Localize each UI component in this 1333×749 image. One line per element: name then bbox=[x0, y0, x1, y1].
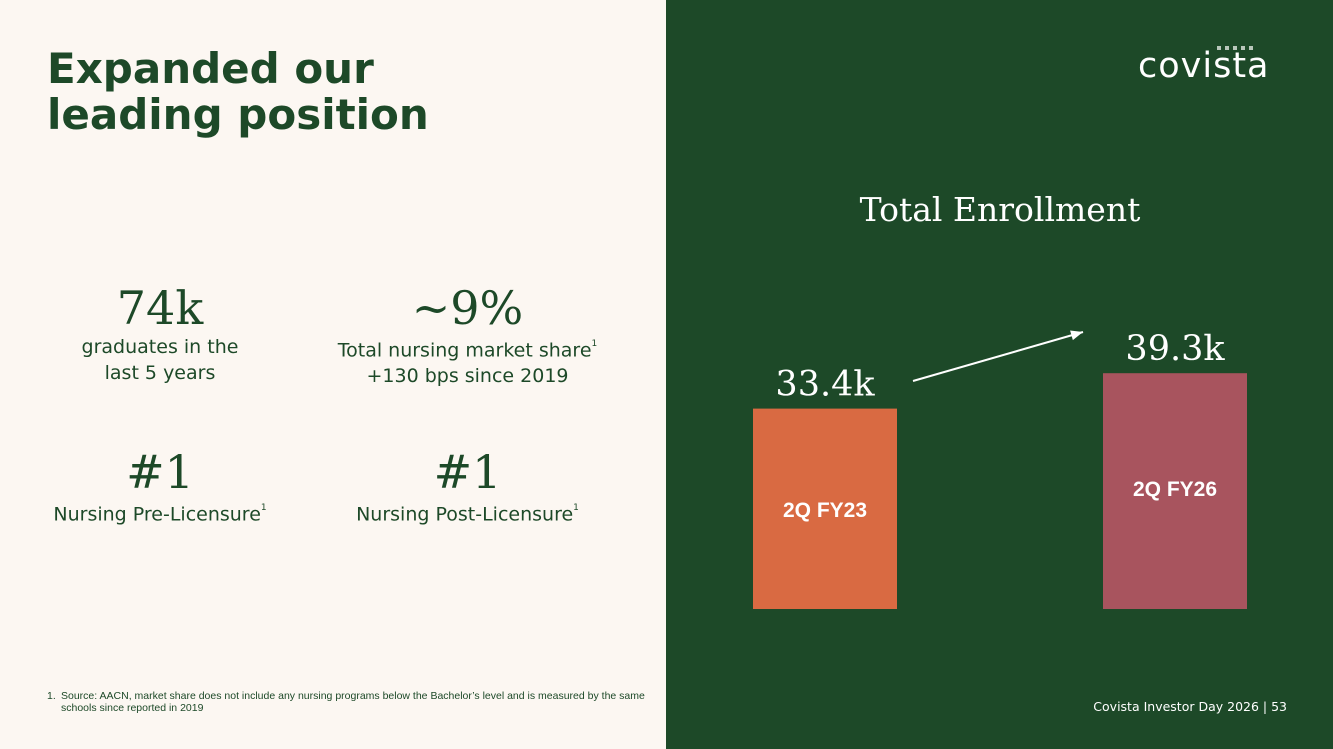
stat-value: #1 bbox=[126, 445, 194, 499]
stat-caption-line-1: Total nursing market share1 bbox=[300, 334, 635, 363]
bar-value-label: 33.4k bbox=[775, 365, 875, 405]
stat-caption-line-2: last 5 years bbox=[104, 362, 216, 384]
footnote-marker: 1 bbox=[260, 503, 267, 513]
stat-post-licensure: #1 Nursing Post-Licensure1 bbox=[325, 446, 610, 527]
footnote: 1. Source: AACN, market share does not i… bbox=[47, 690, 647, 714]
growth-arrow-line bbox=[912, 331, 1084, 382]
footnote-number: 1. bbox=[47, 690, 56, 702]
stat-value: 74k bbox=[116, 281, 204, 335]
stat-caption-text: Nursing Post-Licensure bbox=[356, 503, 574, 526]
enrollment-bar-chart: 2Q FY23 33.4k 2Q FY26 39.3k bbox=[753, 329, 1247, 609]
growth-arrow-head-icon bbox=[1070, 330, 1083, 341]
brand-logo: covista bbox=[1138, 46, 1270, 86]
stat-value: ~9% bbox=[411, 281, 524, 335]
bar-value-label: 39.3k bbox=[1125, 329, 1225, 369]
title-line-2: leading position bbox=[47, 90, 429, 139]
title-line-1: Expanded our bbox=[47, 44, 374, 93]
bar-category-label: 2Q FY26 bbox=[1133, 478, 1217, 501]
stat-caption-line-1: graduates in the bbox=[81, 336, 239, 358]
stat-graduates: 74k graduates in the last 5 years bbox=[40, 282, 280, 386]
bar-2q-fy23 bbox=[753, 408, 897, 609]
stat-caption-line-2: +130 bps since 2019 bbox=[366, 365, 569, 388]
logo-dots-icon bbox=[1217, 46, 1257, 50]
left-panel bbox=[0, 0, 666, 749]
stat-caption-line-1: Nursing Pre-Licensure1 bbox=[20, 498, 300, 527]
footer-text: Covista Investor Day 2026 | 53 bbox=[1093, 699, 1287, 714]
stat-market-share: ~9% Total nursing market share1 +130 bps… bbox=[300, 282, 635, 389]
stat-value: #1 bbox=[433, 445, 502, 499]
stat-caption-line-1: Nursing Post-Licensure1 bbox=[325, 498, 610, 527]
stat-pre-licensure: #1 Nursing Pre-Licensure1 bbox=[20, 446, 300, 527]
footnote-marker: 1 bbox=[591, 339, 598, 349]
bar-category-label: 2Q FY23 bbox=[783, 499, 867, 522]
bar-2q-fy26 bbox=[1103, 373, 1247, 609]
chart-title: Total Enrollment bbox=[859, 190, 1141, 229]
stat-caption-text: Total nursing market share bbox=[337, 339, 592, 362]
footnote-marker: 1 bbox=[573, 503, 579, 513]
page-title: Expanded our leading position bbox=[47, 46, 607, 138]
footnote-text: Source: AACN, market share does not incl… bbox=[61, 690, 645, 714]
stat-caption-text: Nursing Pre-Licensure bbox=[53, 503, 261, 526]
